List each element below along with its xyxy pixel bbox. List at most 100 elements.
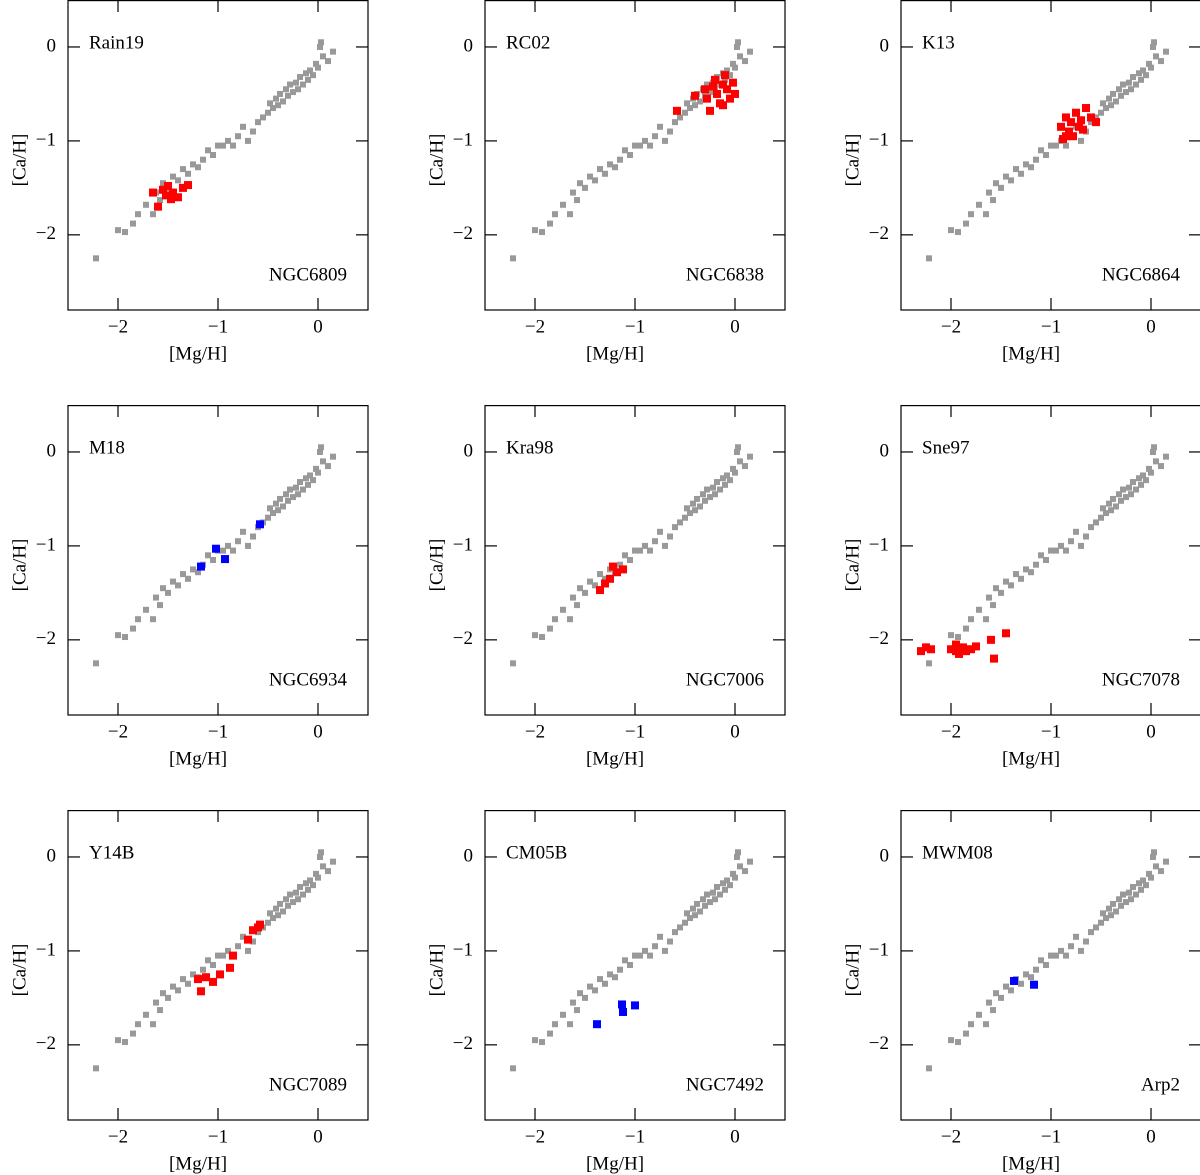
reference-point [190,971,196,978]
cluster-point [244,935,252,944]
reference-point [1108,912,1114,919]
reference-point [1123,89,1129,96]
reference-point [122,1039,128,1046]
cluster-point [212,544,220,553]
reference-point [990,602,996,609]
y-tick-label: 0 [464,35,474,56]
reference-point [1013,571,1019,578]
reference-point [707,899,713,906]
reference-point [632,952,638,959]
reference-point [245,542,251,549]
cluster-point [952,640,960,649]
cluster-point [987,635,995,644]
reference-point [1088,119,1094,126]
reference-point [1116,491,1122,498]
x-tick-label: −1 [1041,316,1061,337]
reference-point [983,211,989,218]
cluster-point [167,195,175,204]
reference-point [277,495,283,502]
reference-point [318,849,324,856]
reference-point [1133,486,1139,493]
x-axis-label: [Mg/H] [1002,1153,1060,1174]
cluster-point [1082,104,1090,113]
reference-point [195,164,201,171]
reference-point [710,889,716,896]
panel: −2 −1 0 −2 −1 0 [Mg/H] [Ca/H] Rain19 NGC6809 [9,0,369,364]
reference-point [700,896,706,903]
reference-point [737,863,743,870]
cluster-point [194,975,202,984]
reference-point [1133,891,1139,898]
reference-point [275,912,281,919]
y-tick-label: −1 [36,534,56,555]
reference-point [627,557,633,563]
cluster-point [972,642,980,651]
reference-point [303,70,309,77]
panel-annotation: NGC6838 [686,264,764,285]
y-tick-label: −1 [36,939,56,960]
reference-point [702,497,708,504]
reference-point [983,1021,989,1028]
reference-point [717,486,723,493]
reference-point [283,491,289,498]
reference-point [245,947,251,954]
reference-point [1078,137,1084,144]
reference-point [735,39,741,46]
reference-point [983,616,989,623]
panel-title: Rain19 [89,32,144,53]
reference-point [1053,952,1059,959]
reference-point [532,1037,538,1044]
x-tick-label: −1 [625,1126,645,1147]
reference-point [305,76,311,83]
reference-point [948,1037,954,1044]
cluster-point [967,645,975,654]
reference-point [190,161,196,168]
reference-point [205,552,211,559]
reference-point [1113,908,1119,915]
reference-point [700,491,706,498]
panel-annotation: NGC7006 [686,669,764,690]
reference-point [577,990,583,997]
reference-point [1148,469,1154,476]
reference-point [968,616,974,623]
panel: −2 −1 0 −2 −1 0 [Mg/H] [Ca/H] Kra98 NGC7006 [426,405,786,769]
y-tick-label: −2 [36,628,56,649]
y-tick-label: 0 [47,35,57,56]
reference-point [682,514,688,521]
reference-point [587,983,593,990]
reference-point [300,81,306,88]
reference-point [1110,900,1116,907]
reference-point [290,899,296,906]
reference-point [1118,497,1124,504]
reference-point [1100,100,1106,107]
reference-point [552,1021,558,1028]
panel-title: Kra98 [506,437,553,458]
reference-point [737,458,743,465]
reference-point [230,547,236,554]
cluster-point [721,71,729,80]
reference-point [617,561,623,568]
reference-point [230,142,236,149]
reference-point [303,880,309,887]
x-tick-label: −2 [941,721,961,742]
reference-point [612,974,618,981]
reference-point [318,39,324,46]
reference-point [1098,919,1104,926]
reference-point [1128,896,1134,903]
reference-point [317,853,323,860]
cluster-point [1062,132,1070,141]
reference-point [986,189,992,196]
reference-point [632,142,638,149]
reference-point [1068,943,1074,950]
reference-point [1136,70,1142,77]
reference-point [313,60,319,67]
reference-point [1008,582,1014,589]
reference-point [135,1021,141,1028]
reference-point [647,547,653,554]
reference-point [1140,472,1146,479]
reference-point [115,1037,121,1044]
cluster-point [1030,980,1038,989]
reference-point [310,882,316,889]
reference-point [602,170,608,177]
